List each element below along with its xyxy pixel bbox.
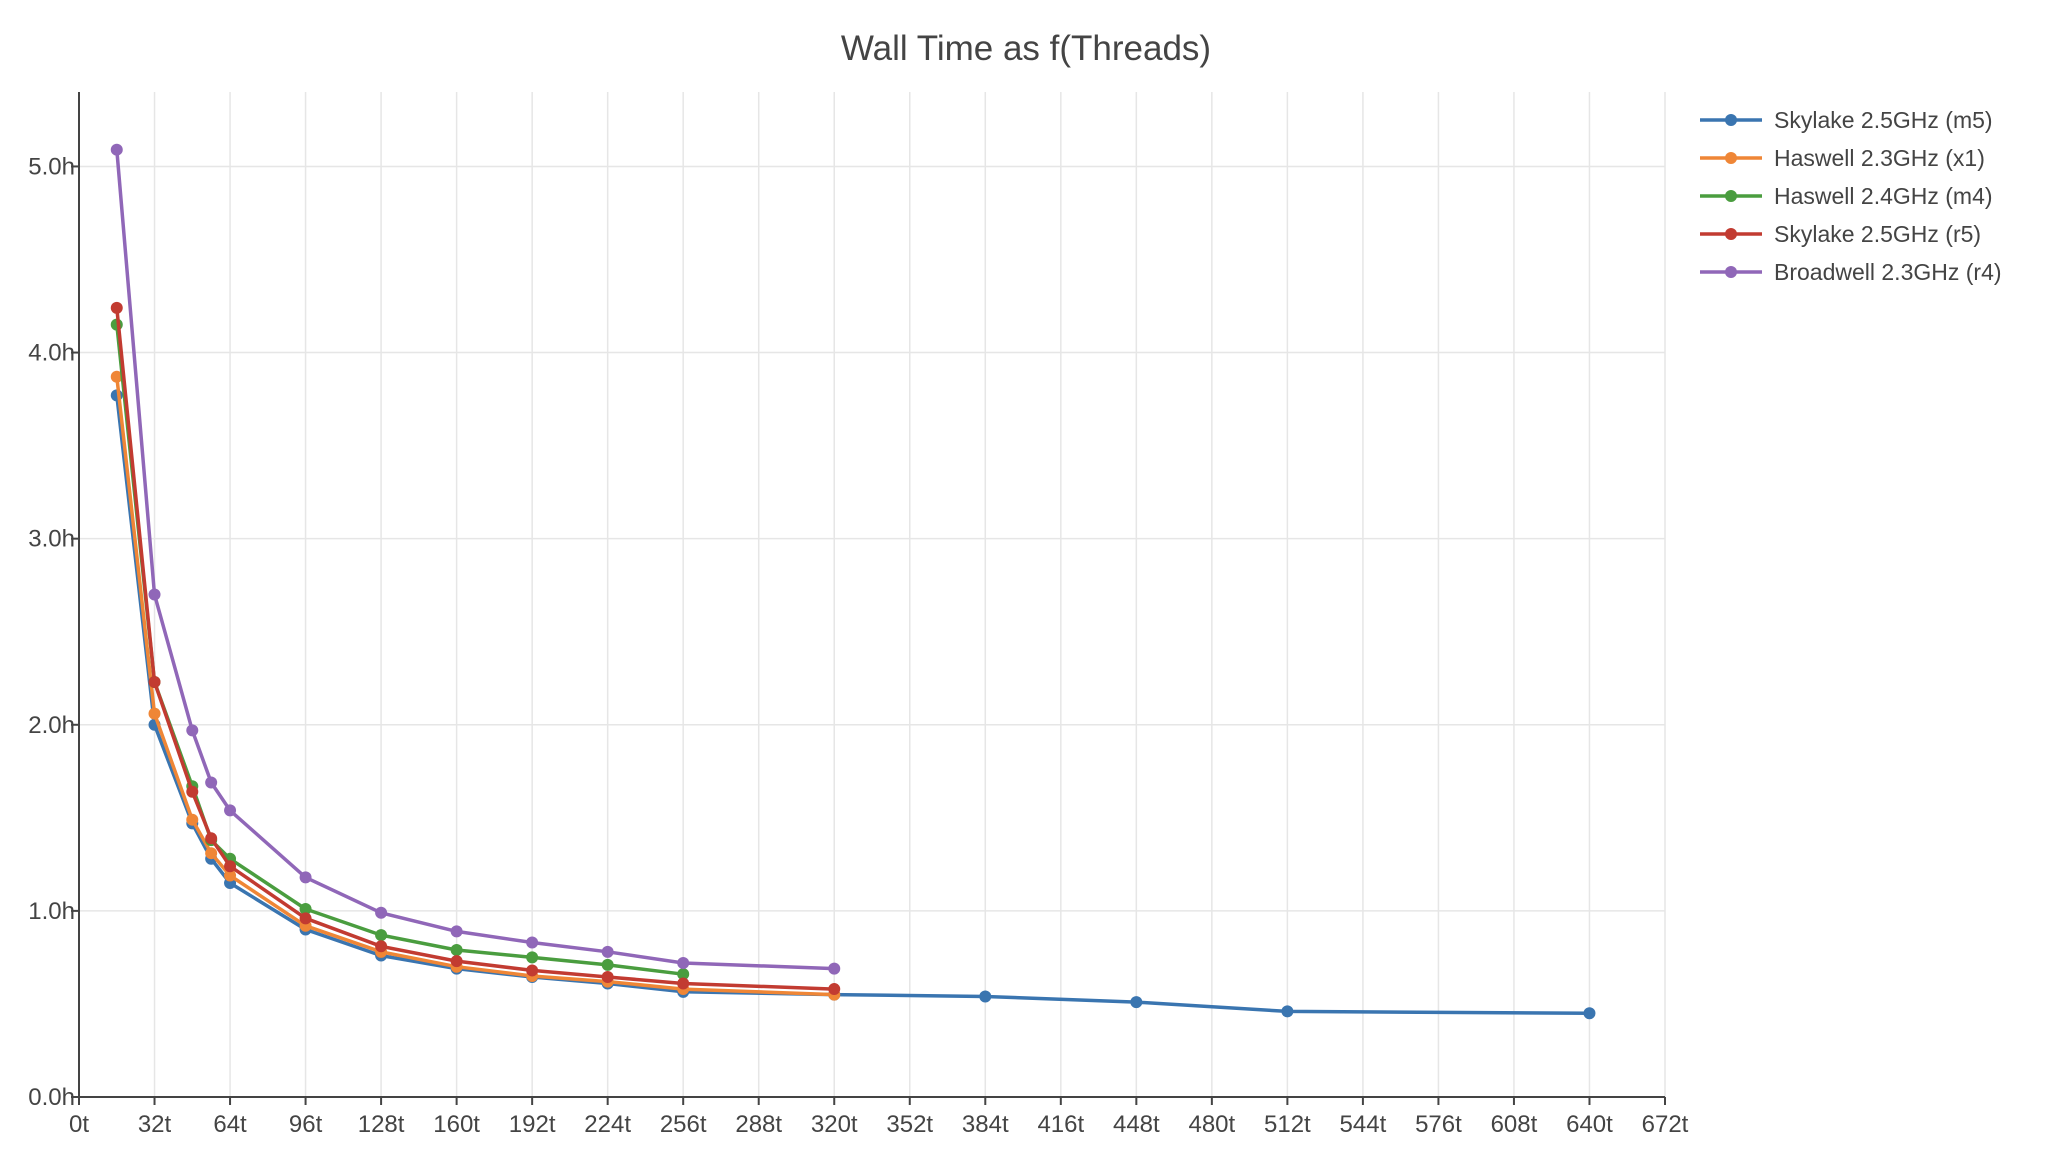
x-tick-label: 416t <box>1037 1111 1084 1138</box>
data-point[interactable] <box>224 860 237 873</box>
series-line <box>115 149 835 971</box>
data-point[interactable] <box>1130 996 1143 1009</box>
data-point[interactable] <box>110 301 123 314</box>
y-tick-label: 4.0h <box>28 340 75 367</box>
x-tick-label: 160t <box>433 1111 480 1138</box>
data-point[interactable] <box>601 945 614 958</box>
legend-label: Skylake 2.5GHz (m5) <box>1774 107 1993 133</box>
x-tick-label: 288t <box>735 1111 782 1138</box>
data-point[interactable] <box>450 925 463 938</box>
legend-swatch-marker <box>1725 266 1737 278</box>
data-point[interactable] <box>299 903 312 916</box>
data-point[interactable] <box>677 968 690 981</box>
data-point[interactable] <box>224 804 237 817</box>
data-point[interactable] <box>299 871 312 884</box>
data-point[interactable] <box>450 943 463 956</box>
series-5 <box>110 143 841 975</box>
x-tick-label: 640t <box>1566 1111 1613 1138</box>
data-point[interactable] <box>828 962 841 975</box>
data-point[interactable] <box>526 936 539 949</box>
x-tick-label: 576t <box>1415 1111 1462 1138</box>
data-point[interactable] <box>148 707 161 720</box>
y-axis-ticks: 0.0h 1.0h 2.0h 3.0h 4.0h 5.0h <box>28 153 79 1111</box>
x-tick-label: 384t <box>962 1111 1009 1138</box>
data-point[interactable] <box>110 143 123 156</box>
axes <box>78 92 1665 1098</box>
legend-label: Skylake 2.5GHz (r5) <box>1774 221 1981 247</box>
x-tick-label: 512t <box>1264 1111 1311 1138</box>
series-group <box>110 143 1596 1020</box>
data-point[interactable] <box>601 958 614 971</box>
legend-swatch-marker <box>1725 152 1737 164</box>
legend-label: Haswell 2.4GHz (m4) <box>1774 183 1993 209</box>
x-tick-label: 320t <box>811 1111 858 1138</box>
data-point[interactable] <box>148 588 161 601</box>
x-tick-label: 448t <box>1113 1111 1160 1138</box>
legend-label: Broadwell 2.3GHz (r4) <box>1774 259 2002 285</box>
series-1 <box>110 389 1596 1020</box>
legend-swatch-marker <box>1725 190 1737 202</box>
data-point[interactable] <box>1583 1007 1596 1020</box>
x-tick-label: 128t <box>358 1111 405 1138</box>
x-tick-label: 480t <box>1188 1111 1235 1138</box>
x-tick-label: 544t <box>1340 1111 1387 1138</box>
series-line <box>115 324 684 976</box>
legend-swatch-marker <box>1725 114 1737 126</box>
data-point[interactable] <box>186 813 199 826</box>
data-point[interactable] <box>205 847 218 860</box>
legend-item[interactable]: Haswell 2.4GHz (m4) <box>1700 183 1993 209</box>
legend-item[interactable]: Skylake 2.5GHz (r5) <box>1700 221 1981 247</box>
x-tick-label: 64t <box>213 1111 247 1138</box>
data-point[interactable] <box>148 675 161 688</box>
y-tick-label: 3.0h <box>28 526 75 553</box>
data-point[interactable] <box>375 906 388 919</box>
data-point[interactable] <box>205 832 218 845</box>
data-point[interactable] <box>375 940 388 953</box>
x-tick-label: 96t <box>289 1111 323 1138</box>
x-tick-label: 256t <box>660 1111 707 1138</box>
x-tick-label: 672t <box>1642 1111 1689 1138</box>
data-point[interactable] <box>205 776 218 789</box>
grid <box>79 92 1666 1097</box>
data-point[interactable] <box>186 785 199 798</box>
series-line <box>115 376 835 997</box>
legend: Skylake 2.5GHz (m5) Haswell 2.3GHz (x1) Ha… <box>1700 107 2002 285</box>
legend-item[interactable]: Broadwell 2.3GHz (r4) <box>1700 259 2002 285</box>
x-tick-label: 608t <box>1491 1111 1538 1138</box>
x-tick-label: 192t <box>509 1111 556 1138</box>
data-point[interactable] <box>1281 1005 1294 1018</box>
data-point[interactable] <box>979 990 992 1003</box>
chart-title: Wall Time as f(Threads) <box>841 29 1211 68</box>
legend-item[interactable]: Haswell 2.3GHz (x1) <box>1700 145 1985 171</box>
series-2 <box>110 370 841 1001</box>
data-point[interactable] <box>110 370 123 383</box>
data-point[interactable] <box>828 983 841 996</box>
x-tick-label: 352t <box>886 1111 933 1138</box>
y-tick-label: 5.0h <box>28 153 75 180</box>
x-tick-label: 224t <box>584 1111 631 1138</box>
data-point[interactable] <box>526 964 539 977</box>
data-point[interactable] <box>677 977 690 990</box>
series-4 <box>110 301 841 996</box>
data-point[interactable] <box>526 951 539 964</box>
data-point[interactable] <box>450 955 463 968</box>
data-point[interactable] <box>299 912 312 925</box>
x-tick-label: 32t <box>138 1111 172 1138</box>
data-point[interactable] <box>224 869 237 882</box>
data-point[interactable] <box>186 724 199 737</box>
x-axis-ticks: 0t 32t 64t 96t 128t 160t 192t 224t 256t 288t 320t 3… <box>69 1097 1689 1138</box>
legend-swatch-marker <box>1725 228 1737 240</box>
data-point[interactable] <box>375 929 388 942</box>
y-tick-label: 1.0h <box>28 898 75 925</box>
data-point[interactable] <box>677 957 690 969</box>
y-tick-label: 0.0h <box>28 1084 75 1111</box>
series-3 <box>110 318 690 981</box>
legend-label: Haswell 2.3GHz (x1) <box>1774 145 1985 171</box>
legend-item[interactable]: Skylake 2.5GHz (m5) <box>1700 107 1993 133</box>
series-line <box>115 307 835 991</box>
data-point[interactable] <box>601 970 614 983</box>
y-tick-label: 2.0h <box>28 712 75 739</box>
x-tick-label: 0t <box>69 1111 89 1138</box>
